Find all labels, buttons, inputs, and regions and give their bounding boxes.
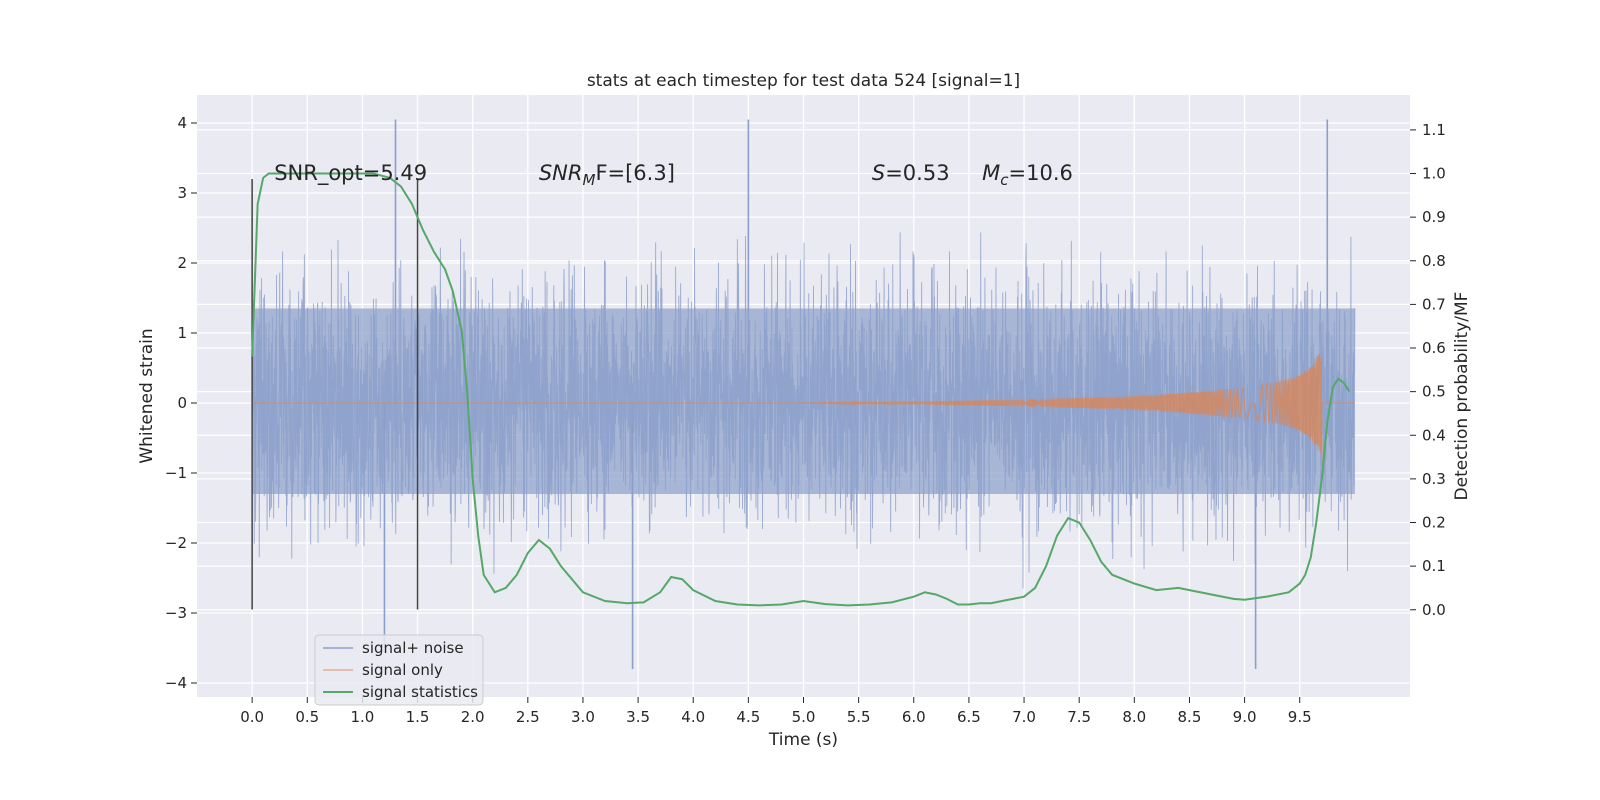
x-tick-label: 6.0 (902, 708, 926, 726)
mc-subscript: c (1000, 171, 1009, 189)
x-tick-label: 3.0 (571, 708, 595, 726)
snr-mf-main: SNR (539, 161, 583, 185)
x-tick-label: 4.0 (681, 708, 705, 726)
y-tick-label: 0 (177, 394, 187, 412)
snr-mf-value: F=[6.3] (595, 161, 674, 185)
y-axis-label: Whitened strain (137, 328, 157, 463)
legend-box (314, 634, 484, 706)
annotation-snr-opt: SNR_opt=5.49 (274, 161, 427, 186)
annotation-mc: Mc=10.6 (982, 161, 1073, 189)
y-right-tick-label: 0.6 (1422, 339, 1446, 357)
legend: signal+ noise signal only signal statist… (314, 634, 484, 706)
x-tick-label: 2.5 (516, 708, 540, 726)
x-tick-label: 1.0 (350, 708, 374, 726)
mc-value: =10.6 (1009, 161, 1073, 185)
y-axis-right-label: Detection probability/MF (1452, 292, 1472, 501)
y-right-tick-label: 0.7 (1422, 295, 1446, 313)
snr-mf-subscript: M (582, 171, 595, 189)
y-right-tick-label: 0.9 (1422, 208, 1446, 226)
x-tick-label: 0.0 (240, 708, 264, 726)
y-right-tick-label: 0.2 (1422, 514, 1446, 532)
x-tick-label: 7.0 (1012, 708, 1036, 726)
y-tick-label: −3 (165, 604, 187, 622)
x-tick-label: 6.5 (957, 708, 981, 726)
legend-entry-stats: signal statistics (362, 683, 478, 701)
y-right-tick-label: 0.3 (1422, 470, 1446, 488)
signal-statistics-series (251, 172, 1351, 607)
y-tick-label: 2 (177, 254, 187, 272)
axis-ticks: 0.0 0.5 1.0 1.5 2.0 2.5 3.0 3.5 4.0 4.5 5.0 5.5 6.0 6… (165, 114, 1446, 726)
y-tick-label: −2 (165, 534, 187, 552)
s-value: =0.53 (885, 161, 949, 185)
y-tick-label: −4 (165, 674, 187, 692)
y-right-tick-label: 0.8 (1422, 252, 1446, 270)
y-right-tick-label: 0.4 (1422, 426, 1446, 444)
mc-symbol: M (982, 161, 1000, 185)
y-right-tick-label: 1.0 (1422, 165, 1446, 183)
x-tick-label: 7.5 (1067, 708, 1091, 726)
signal-only-line (252, 354, 1355, 466)
x-tick-label: 4.5 (736, 708, 760, 726)
y-tick-label: 1 (177, 324, 187, 342)
vertical-markers (251, 179, 419, 610)
y-right-tick-label: 1.1 (1422, 121, 1446, 139)
y-tick-label: 3 (177, 184, 187, 202)
annotation-s: S=0.53 (872, 161, 950, 185)
x-axis-label: Time (s) (768, 730, 838, 750)
x-tick-label: 0.5 (295, 708, 319, 726)
x-tick-label: 8.0 (1122, 708, 1146, 726)
y-tick-label: −1 (165, 464, 187, 482)
y-right-tick-label: 0.1 (1422, 557, 1446, 575)
x-tick-label: 5.0 (792, 708, 816, 726)
chart-title: stats at each timestep for test data 524… (587, 71, 1020, 91)
x-tick-label: 8.5 (1178, 708, 1202, 726)
x-tick-label: 3.5 (626, 708, 650, 726)
y-right-tick-label: 0.5 (1422, 383, 1446, 401)
signal-only-series (252, 354, 1355, 466)
x-tick-label: 9.5 (1288, 708, 1312, 726)
x-tick-label: 9.0 (1233, 708, 1257, 726)
x-tick-label: 5.5 (847, 708, 871, 726)
s-symbol: S (872, 161, 885, 185)
x-tick-label: 1.5 (406, 708, 430, 726)
legend-entry-signal: signal only (362, 661, 443, 679)
signal-statistics-line (251, 172, 1351, 607)
y-right-tick-label: 0.0 (1422, 601, 1446, 619)
annotation-snr-mf: SNRMF=[6.3] (539, 161, 675, 189)
x-tick-label: 2.0 (461, 708, 485, 726)
legend-entry-noise: signal+ noise (362, 639, 464, 657)
y-tick-label: 4 (177, 114, 187, 132)
